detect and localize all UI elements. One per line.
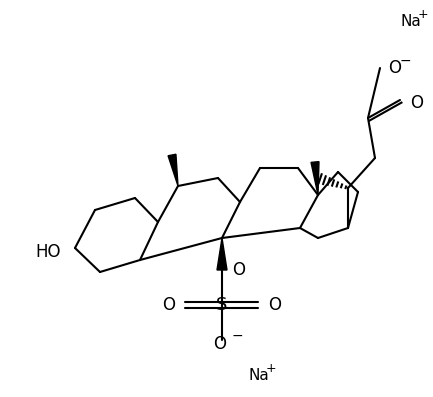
Text: −: − xyxy=(400,54,412,68)
Text: O: O xyxy=(410,94,423,112)
Text: O: O xyxy=(388,59,401,77)
Polygon shape xyxy=(168,154,178,186)
Text: O: O xyxy=(268,296,281,314)
Text: HO: HO xyxy=(36,243,61,261)
Text: S: S xyxy=(216,296,228,314)
Text: +: + xyxy=(266,362,277,374)
Polygon shape xyxy=(217,238,227,270)
Text: O: O xyxy=(162,296,175,314)
Text: O: O xyxy=(213,335,226,353)
Text: Na: Na xyxy=(400,15,421,29)
Text: −: − xyxy=(232,329,244,343)
Text: O: O xyxy=(232,261,245,279)
Text: +: + xyxy=(418,8,429,21)
Polygon shape xyxy=(311,162,319,195)
Text: Na: Na xyxy=(248,368,269,382)
